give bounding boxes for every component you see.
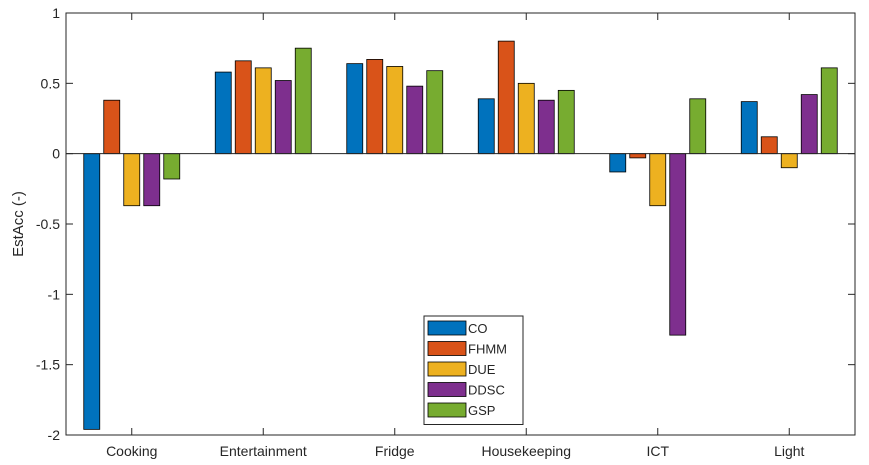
bar-due-fridge <box>386 66 404 155</box>
bar-due-ict <box>649 153 667 207</box>
bar-co-housekeeping <box>477 98 495 155</box>
legend-item-ddsc: DDSC <box>427 382 505 398</box>
bar-gsp-housekeeping <box>557 89 575 155</box>
bar-fhmm-ict <box>629 153 647 159</box>
y-tick-label: -0.5 <box>36 216 60 232</box>
legend-swatch <box>427 320 467 336</box>
bar-ddsc-housekeeping <box>537 99 555 155</box>
legend-label: DUE <box>468 362 496 377</box>
y-tick-label: -1 <box>48 286 61 302</box>
plot-area: -2 -1.5 -1 -0.5 0 0.5 1 Cooking Entertainment Fri… <box>36 5 856 459</box>
bar-due-entertainment <box>254 67 272 155</box>
bar-due-light <box>780 153 798 169</box>
bar-ddsc-cooking <box>143 153 161 207</box>
y-tick-label: -2 <box>48 427 61 443</box>
x-tick-label: Housekeeping <box>481 443 571 459</box>
x-tick-label: Light <box>774 443 804 459</box>
x-tick-label: Fridge <box>375 443 415 459</box>
bar-fhmm-housekeeping <box>497 40 515 155</box>
bar-ddsc-entertainment <box>274 80 292 155</box>
bar-fhmm-entertainment <box>234 60 252 155</box>
bar-co-fridge <box>346 63 364 155</box>
legend-item-due: DUE <box>427 361 496 377</box>
bar-fhmm-light <box>760 136 778 155</box>
y-tick-label: 0.5 <box>41 75 61 91</box>
bar-co-cooking <box>83 153 101 430</box>
legend-swatch <box>427 382 467 397</box>
y-tick-label: 0 <box>52 146 60 162</box>
legend-label: CO <box>468 321 488 336</box>
legend-label: FHMM <box>468 342 507 357</box>
bar-gsp-light <box>820 67 838 155</box>
bar-due-cooking <box>123 153 141 207</box>
bar-fhmm-cooking <box>103 99 121 155</box>
bar-gsp-cooking <box>163 153 181 180</box>
legend-label: GSP <box>468 403 495 418</box>
bar-ddsc-ict <box>669 153 687 336</box>
legend-item-fhmm: FHMM <box>427 341 507 357</box>
bar-gsp-fridge <box>426 70 444 155</box>
legend-swatch <box>427 341 467 356</box>
y-axis-label: EstAcc (-) <box>10 191 27 257</box>
bar-ddsc-light <box>800 94 818 155</box>
y-tick-label: 1 <box>52 5 60 21</box>
bar-co-light <box>740 101 758 155</box>
bar-due-housekeeping <box>517 82 535 155</box>
bar-gsp-ict <box>689 98 707 155</box>
x-tick-label: Entertainment <box>220 443 307 459</box>
legend-item-co: CO <box>427 320 488 336</box>
legend-label: DDSC <box>468 383 505 398</box>
bar-co-entertainment <box>214 71 232 155</box>
bar-fhmm-fridge <box>366 59 384 155</box>
y-tick-label: -1.5 <box>36 357 60 373</box>
x-tick-label: ICT <box>646 443 669 459</box>
x-tick-label: Cooking <box>106 443 157 459</box>
bar-ddsc-fridge <box>406 85 424 155</box>
bar-co-ict <box>609 153 627 173</box>
legend: CO FHMM DUE DDSC GSP <box>423 315 524 425</box>
legend-swatch <box>427 402 467 418</box>
legend-item-gsp: GSP <box>427 402 495 418</box>
legend-swatch <box>427 361 467 377</box>
bar-gsp-entertainment <box>294 47 312 155</box>
